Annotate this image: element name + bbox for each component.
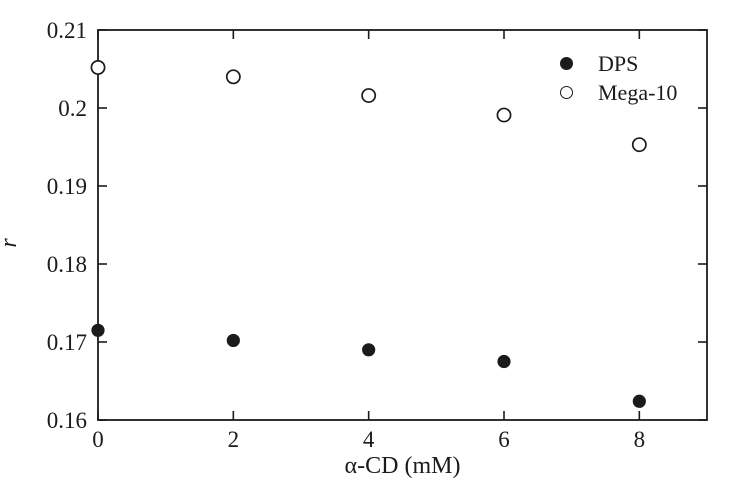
plot-frame bbox=[97, 29, 708, 421]
x-axis-label: α-CD (mM) bbox=[344, 453, 461, 479]
y-axis-label: r bbox=[0, 229, 23, 257]
x-tick-label: 0 bbox=[92, 427, 104, 452]
legend-item-mega10: Mega-10 bbox=[560, 78, 677, 107]
data-point-dps bbox=[362, 343, 376, 357]
legend-label-dps: DPS bbox=[598, 50, 639, 76]
data-point-mega-10 bbox=[496, 107, 512, 123]
legend-item-dps: DPS bbox=[560, 49, 677, 78]
data-point-mega-10 bbox=[361, 88, 377, 103]
data-point-mega-10 bbox=[631, 137, 647, 153]
data-point-dps bbox=[497, 354, 511, 369]
data-point-dps bbox=[632, 394, 646, 408]
x-tick-label: 4 bbox=[363, 427, 375, 452]
legend-label-mega10: Mega-10 bbox=[598, 79, 678, 105]
y-tick-label: 0.19 bbox=[47, 174, 87, 199]
data-point-dps bbox=[226, 333, 240, 348]
filled-circle-icon bbox=[560, 57, 573, 70]
y-tick-label: 0.21 bbox=[47, 18, 87, 43]
x-tick-label: 8 bbox=[634, 427, 646, 452]
x-tick-label: 2 bbox=[228, 427, 240, 452]
y-tick-label: 0.16 bbox=[47, 408, 87, 433]
y-tick-label: 0.18 bbox=[47, 252, 87, 277]
legend: DPS Mega-10 bbox=[560, 49, 677, 107]
y-tick-label: 0.2 bbox=[58, 96, 87, 121]
data-point-dps bbox=[91, 323, 105, 337]
x-tick-label: 6 bbox=[498, 427, 510, 452]
data-point-mega-10 bbox=[225, 69, 241, 85]
open-circle-icon bbox=[560, 86, 573, 99]
y-tick-label: 0.17 bbox=[47, 330, 87, 355]
data-point-mega-10 bbox=[90, 59, 106, 75]
